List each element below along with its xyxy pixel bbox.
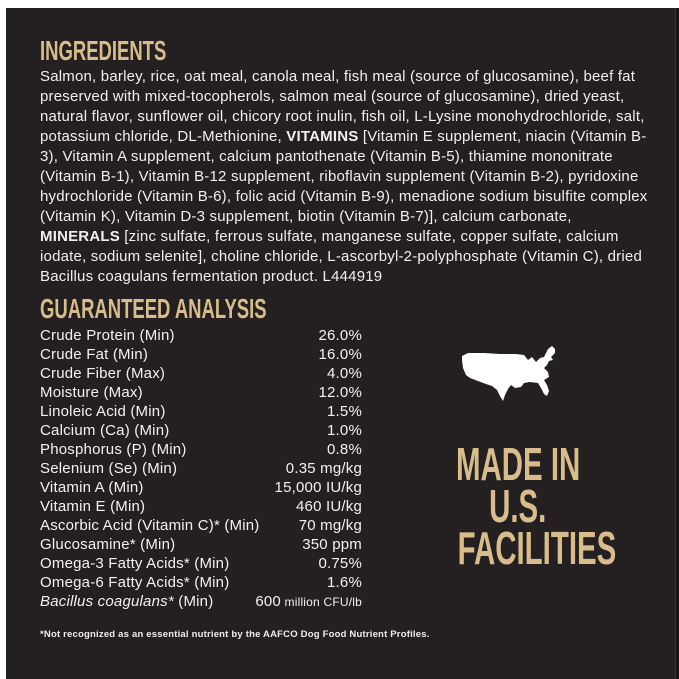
analysis-row-value: 1.5% xyxy=(327,403,362,420)
ingredients-heading: INGREDIENTS xyxy=(40,36,231,66)
guaranteed-analysis-heading-text: GUARANTEED ANALYSIS xyxy=(40,293,267,324)
analysis-row-value: 12.0% xyxy=(318,384,362,401)
analysis-row-value: 4.0% xyxy=(327,365,362,382)
analysis-row: Phosphorus (P) (Min) 0.8% xyxy=(40,440,362,459)
analysis-row: Crude Protein (Min) 26.0% xyxy=(40,326,362,345)
analysis-row-label: Calcium (Ca) (Min) xyxy=(40,422,170,439)
analysis-row-label: Crude Protein (Min) xyxy=(40,327,175,344)
analysis-row-label: Moisture (Max) xyxy=(40,384,143,401)
analysis-row: Selenium (Se) (Min) 0.35 mg/kg xyxy=(40,459,362,478)
analysis-row: Moisture (Max) 12.0% xyxy=(40,383,362,402)
analysis-row-value: 70 mg/kg xyxy=(298,517,362,534)
bacillus-value-unit: million CFU/lb xyxy=(280,595,362,609)
ingredients-heading-text: INGREDIENTS xyxy=(40,35,167,66)
analysis-row-value: 26.0% xyxy=(318,327,362,344)
guaranteed-analysis-table: Crude Protein (Min) 26.0% Crude Fat (Min… xyxy=(40,326,362,612)
minerals-keyword: MINERALS xyxy=(40,228,120,245)
analysis-row-label: Omega-6 Fatty Acids* (Min) xyxy=(40,574,230,591)
analysis-row-value: 0.35 mg/kg xyxy=(285,460,362,477)
analysis-row-bacillus: Bacillus coagulans* (Min) 600 million CF… xyxy=(40,592,362,612)
made-in-line-1: MADE IN xyxy=(455,438,581,490)
bacillus-italic: Bacillus coagulans* xyxy=(40,593,174,610)
bacillus-min: (Min) xyxy=(173,593,214,610)
ingredients-seg2: [Vitamin E supplement, niacin (Vitamin B… xyxy=(40,128,648,225)
vitamins-keyword: VITAMINS xyxy=(286,128,359,145)
analysis-row-value: 0.75% xyxy=(318,555,362,572)
analysis-row-label: Selenium (Se) (Min) xyxy=(40,460,178,477)
analysis-row: Vitamin E (Min) 460 IU/kg xyxy=(40,497,362,516)
analysis-row-value: 15,000 IU/kg xyxy=(274,479,362,496)
analysis-row: Vitamin A (Min) 15,000 IU/kg xyxy=(40,478,362,497)
made-in-line-2: U.S. xyxy=(489,480,547,532)
analysis-row-value: 600 million CFU/lb xyxy=(255,592,362,612)
analysis-row-label: Omega-3 Fatty Acids* (Min) xyxy=(40,555,230,572)
ingredients-paragraph: Salmon, barley, rice, oat meal, canola m… xyxy=(40,67,648,287)
analysis-row-value: 16.0% xyxy=(318,346,362,363)
analysis-row: Crude Fiber (Max) 4.0% xyxy=(40,364,362,383)
analysis-row: Crude Fat (Min) 16.0% xyxy=(40,345,362,364)
analysis-row-label: Bacillus coagulans* (Min) xyxy=(40,592,213,612)
analysis-row: Calcium (Ca) (Min) 1.0% xyxy=(40,421,362,440)
analysis-row: Ascorbic Acid (Vitamin C)* (Min) 70 mg/k… xyxy=(40,516,362,535)
analysis-row-label: Vitamin E (Min) xyxy=(40,498,146,515)
analysis-row: Glucosamine* (Min) 350 ppm xyxy=(40,535,362,554)
nutrition-label: INGREDIENTS Salmon, barley, rice, oat me… xyxy=(6,8,679,679)
ingredients-seg1: Salmon, barley, rice, oat meal, canola m… xyxy=(40,68,645,145)
analysis-row-value: 1.6% xyxy=(327,574,362,591)
made-in-line-3: FACILITIES xyxy=(457,522,617,574)
aafco-footnote: *Not recognized as an essential nutrient… xyxy=(40,629,430,640)
made-in-us-block: MADE IN U.S. FACILITIES xyxy=(413,343,623,574)
analysis-row-value: 1.0% xyxy=(327,422,362,439)
guaranteed-analysis-heading: GUARANTEED ANALYSIS xyxy=(40,294,383,324)
analysis-row: Linoleic Acid (Min) 1.5% xyxy=(40,402,362,421)
analysis-row: Omega-3 Fatty Acids* (Min) 0.75% xyxy=(40,554,362,573)
analysis-row-value: 460 IU/kg xyxy=(295,498,362,515)
analysis-row-value: 350 ppm xyxy=(302,536,362,553)
usa-map-icon xyxy=(462,346,555,401)
analysis-row-label: Phosphorus (P) (Min) xyxy=(40,441,187,458)
analysis-row-label: Crude Fat (Min) xyxy=(40,346,149,363)
analysis-row-label: Ascorbic Acid (Vitamin C)* (Min) xyxy=(40,517,260,534)
analysis-row-label: Glucosamine* (Min) xyxy=(40,536,176,553)
label-edge-seam xyxy=(675,8,679,679)
ingredients-seg3: [zinc sulfate, ferrous sulfate, manganes… xyxy=(40,228,642,285)
analysis-row-label: Vitamin A (Min) xyxy=(40,479,144,496)
bacillus-value-number: 600 xyxy=(255,593,281,610)
analysis-row-label: Crude Fiber (Max) xyxy=(40,365,166,382)
analysis-row-value: 0.8% xyxy=(327,441,362,458)
analysis-row-label: Linoleic Acid (Min) xyxy=(40,403,166,420)
analysis-row: Omega-6 Fatty Acids* (Min) 1.6% xyxy=(40,573,362,592)
